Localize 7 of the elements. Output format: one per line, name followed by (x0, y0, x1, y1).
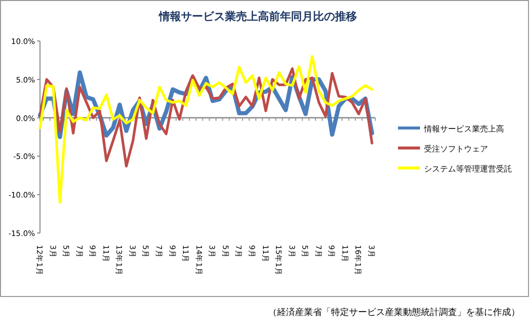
line-series (38, 67, 374, 168)
legend-label: 受注ソフトウェア (424, 144, 488, 154)
legend-label: 情報サービス業売上高 (423, 124, 504, 134)
text: （経済産業省「特定サービス産業動態統計調査」を基に作成） (268, 307, 520, 318)
line-series (38, 55, 374, 204)
legend-label: システム等管理運営受託 (424, 164, 512, 174)
title: 情報サービス業売上高前年同月比の推移 (159, 10, 357, 23)
